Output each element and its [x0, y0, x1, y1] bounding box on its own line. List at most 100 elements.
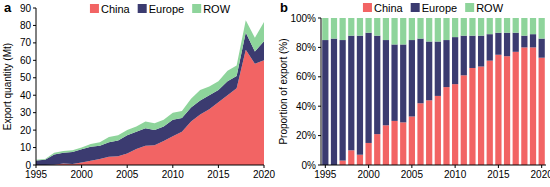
bar-row [487, 18, 493, 34]
bar-europe [521, 36, 527, 48]
x-tick-label: 2020 [253, 169, 276, 180]
y-tick-label: 80% [296, 42, 316, 53]
bar-europe [487, 34, 493, 60]
bar-europe [452, 37, 458, 84]
area-row [36, 20, 264, 160]
bar-row [383, 18, 389, 40]
legend-label: ROW [203, 3, 231, 15]
y-tick-label: 60 [20, 55, 32, 66]
y-axis [36, 8, 37, 165]
x-tick-label: 2010 [162, 169, 185, 180]
bar-europe [539, 39, 545, 58]
bar-europe [504, 33, 510, 57]
bar-row [417, 18, 423, 39]
bar-europe [365, 33, 371, 143]
bar-europe [478, 36, 484, 67]
bar-row [495, 18, 501, 33]
legend-swatch [363, 3, 372, 12]
bar-row [530, 18, 536, 34]
bar-china [478, 67, 484, 165]
bar-row [400, 18, 406, 44]
y-tick-label: 20 [20, 125, 32, 136]
bar-europe [391, 44, 397, 120]
bar-china [495, 55, 501, 165]
y-tick-label: 60% [296, 71, 316, 82]
bar-europe [443, 40, 449, 87]
bar-europe [426, 42, 432, 101]
x-tick-label: 1995 [25, 169, 48, 180]
x-tick-label: 2015 [487, 169, 510, 180]
bar-china [391, 121, 397, 165]
bar-europe [340, 40, 346, 161]
bar-china [417, 103, 423, 165]
bar-china [539, 58, 545, 165]
bar-china [435, 96, 441, 165]
bar-europe [348, 36, 354, 151]
legend: China Europe ROW [363, 2, 504, 14]
legend-swatch [138, 4, 147, 13]
legend-swatch [411, 3, 420, 12]
y-tick-label: 20% [296, 130, 316, 141]
x-tick-label: 1995 [314, 169, 337, 180]
bar-europe [461, 36, 467, 76]
legend-label: ROW [476, 2, 504, 14]
bar-row [469, 18, 475, 36]
bar-row [504, 18, 510, 33]
plot-area [322, 18, 545, 165]
y-tick-label: 10 [20, 142, 32, 153]
bar-europe [417, 39, 423, 104]
panel: 1995200020052010201520200%20%40%60%80%10… [278, 0, 550, 180]
legend: China Europe ROW [90, 3, 231, 15]
bar-china [409, 116, 415, 165]
x-tick-label: 2005 [401, 169, 424, 180]
legend-label: Europe [422, 2, 457, 14]
y-tick-label: 40% [296, 101, 316, 112]
bar-row [340, 18, 346, 40]
y-axis-label: Proportion of export (%) [278, 38, 289, 144]
legend-label: China [101, 3, 131, 15]
bar-row [374, 18, 380, 36]
bar-europe [374, 36, 380, 134]
legend-label: Europe [149, 3, 184, 15]
legend-swatch [465, 3, 474, 12]
bar-europe [331, 39, 337, 165]
x-tick-label: 2015 [207, 169, 230, 180]
y-tick-label: 30 [20, 107, 32, 118]
bar-row [435, 18, 441, 42]
bar-row [409, 18, 415, 40]
legend-label: China [374, 2, 404, 14]
y-tick-label: 0 [25, 160, 31, 171]
x-axis [321, 165, 546, 166]
bar-row [331, 18, 337, 39]
bar-row [365, 18, 371, 33]
bar-china [348, 150, 354, 165]
bar-china [357, 155, 363, 165]
bar-europe [513, 33, 519, 52]
x-tick-label: 2000 [357, 169, 380, 180]
bar-china [365, 143, 371, 165]
bar-china [504, 56, 510, 165]
bar-europe [435, 42, 441, 96]
y-tick-label: 40 [20, 90, 32, 101]
bar-row [461, 18, 467, 36]
bar-china [530, 47, 536, 165]
y-axis [321, 18, 322, 165]
bar-row [452, 18, 458, 37]
bar-china [443, 87, 449, 165]
legend-swatch [192, 4, 201, 13]
bar-china [400, 122, 406, 165]
y-tick-label: 50 [20, 72, 32, 83]
bar-row [513, 18, 519, 33]
bar-row [443, 18, 449, 40]
bar-row [426, 18, 432, 42]
x-tick-label: 2005 [116, 169, 139, 180]
bar-europe [357, 36, 363, 155]
y-tick-label: 90 [20, 3, 32, 14]
y-tick-label: 70 [20, 37, 32, 48]
panel: 1995200020052010201520200102030405060708… [2, 0, 276, 180]
panel-title: a [4, 0, 12, 15]
area-europe [36, 32, 264, 165]
bar-row [357, 18, 363, 36]
bar-europe [322, 40, 328, 165]
bar-europe [469, 36, 475, 68]
